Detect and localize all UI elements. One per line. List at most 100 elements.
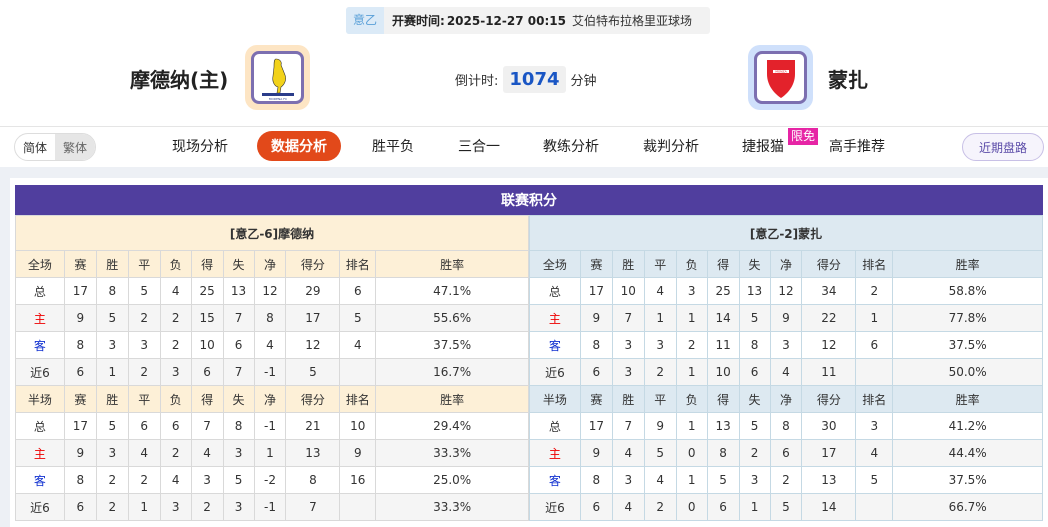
away-team-name[interactable]: 蒙扎: [828, 68, 868, 92]
away-team-logo[interactable]: MONZA: [748, 45, 813, 110]
column-header: 失: [222, 385, 255, 413]
table-cell: 37.5%: [892, 466, 1043, 494]
nav-tab[interactable]: 数据分析: [257, 131, 341, 161]
table-row: 总 17 7 9 1 13 5 8 30 3 41.2%: [529, 412, 1043, 440]
table-cell: 5: [769, 493, 803, 521]
team-title: [意乙-6]摩德纳: [15, 215, 529, 251]
table-row: 近6 6 2 1 3 2 3 -1 7 33.3%: [15, 493, 529, 521]
column-header: 胜率: [375, 385, 529, 413]
nav-tab[interactable]: 捷报猫: [742, 139, 784, 155]
table-cell: 29.4%: [375, 412, 529, 440]
match-info-bar: 意乙 开赛时间: 2025-12-27 00:15 艾伯特布拉格里亚球场: [346, 7, 710, 34]
table-cell: 1: [675, 358, 708, 386]
table-cell: 8: [253, 304, 287, 332]
table-cell: 5: [95, 304, 129, 332]
table-cell: 29: [285, 277, 341, 305]
table-cell: 2: [159, 304, 192, 332]
nav-tab[interactable]: 高手推荐: [829, 139, 885, 155]
row-label: 主: [15, 304, 65, 332]
column-header: 胜: [611, 250, 645, 278]
section-label: 半场: [529, 385, 581, 413]
table-cell: 8: [769, 412, 803, 440]
column-header: 排名: [339, 385, 377, 413]
column-header-row: 全场赛胜平负得失净得分 排名 胜率: [529, 250, 1043, 278]
table-cell: 2: [675, 331, 708, 359]
row-label: 近6: [529, 358, 581, 386]
countdown-label: 倒计时:: [455, 74, 499, 89]
column-header: 失: [738, 385, 771, 413]
column-header: 平: [643, 385, 677, 413]
table-cell: 25.0%: [375, 466, 529, 494]
table-cell: 17: [63, 412, 97, 440]
table-cell: 2: [127, 358, 161, 386]
language-toggle[interactable]: 简体 繁体: [14, 133, 96, 161]
table-cell: 3: [611, 358, 645, 386]
league-tag[interactable]: 意乙: [346, 7, 385, 34]
row-label: 总: [15, 277, 65, 305]
table-cell: 6: [63, 493, 97, 521]
column-header: 得分: [285, 250, 341, 278]
table-cell: 7: [222, 304, 255, 332]
table-cell: 3: [611, 331, 645, 359]
nav-tab[interactable]: 三合一: [458, 139, 500, 155]
table-cell: 4: [127, 439, 161, 467]
column-header: 胜率: [892, 385, 1043, 413]
table-cell: 1: [675, 466, 708, 494]
column-header: 胜率: [892, 250, 1043, 278]
table-cell: 9: [643, 412, 677, 440]
table-row: 总 17 5 6 6 7 8 -1 21 10 29.4%: [15, 412, 529, 440]
table-cell: 3: [738, 466, 771, 494]
recent-trend-button[interactable]: 近期盘路: [962, 133, 1044, 161]
table-cell: 8: [63, 331, 97, 359]
table-cell: 5: [127, 277, 161, 305]
table-cell: 15: [190, 304, 224, 332]
nav-tab[interactable]: 裁判分析: [643, 139, 699, 155]
table-cell: 30: [801, 412, 857, 440]
table-cell: 8: [95, 277, 129, 305]
nav-tab[interactable]: 教练分析: [543, 139, 599, 155]
column-header: 赛: [579, 385, 613, 413]
table-cell: 13: [738, 277, 771, 305]
table-cell: 8: [579, 331, 613, 359]
row-label: 主: [529, 439, 581, 467]
row-label: 客: [15, 466, 65, 494]
row-label: 主: [529, 304, 581, 332]
table-cell: 66.7%: [892, 493, 1043, 521]
table-cell: 4: [643, 466, 677, 494]
table-cell: 11: [706, 331, 740, 359]
home-team-name[interactable]: 摩德纳(主): [130, 68, 229, 92]
row-label: 客: [529, 331, 581, 359]
nav-tab[interactable]: 胜平负: [372, 139, 414, 155]
table-cell: 2: [643, 358, 677, 386]
table-cell: 13: [222, 277, 255, 305]
table-cell: 5: [95, 412, 129, 440]
column-header: 净: [769, 250, 803, 278]
table-cell: 55.6%: [375, 304, 529, 332]
row-label: 客: [15, 331, 65, 359]
column-header: 赛: [579, 250, 613, 278]
table-cell: 17: [285, 304, 341, 332]
table-cell: 7: [611, 304, 645, 332]
table-cell: 3: [222, 439, 255, 467]
table-cell: 1: [643, 304, 677, 332]
canary-icon: MODENA FC: [261, 58, 294, 101]
table-cell: 5: [222, 466, 255, 494]
venue: 艾伯特布拉格里亚球场: [571, 14, 692, 28]
table-cell: [339, 493, 377, 521]
column-header: 得: [706, 385, 740, 413]
nav-tab[interactable]: 现场分析: [172, 139, 228, 155]
table-row: 主 9 7 1 1 14 5 9 22 1 77.8%: [529, 304, 1043, 332]
table-cell: 2: [95, 493, 129, 521]
table-cell: 8: [63, 466, 97, 494]
simplified-option[interactable]: 简体: [22, 140, 47, 155]
column-header: 失: [222, 250, 255, 278]
traditional-option[interactable]: 繁体: [55, 134, 95, 160]
table-cell: 11: [801, 358, 857, 386]
table-cell: 5: [339, 304, 377, 332]
home-team-logo[interactable]: MODENA FC: [245, 45, 310, 110]
table-cell: 6: [579, 493, 613, 521]
table-cell: 10: [706, 358, 740, 386]
table-cell: [855, 358, 894, 386]
table-row: 近6 6 4 2 0 6 1 5 14 66.7%: [529, 493, 1043, 521]
table-cell: 2: [738, 439, 771, 467]
